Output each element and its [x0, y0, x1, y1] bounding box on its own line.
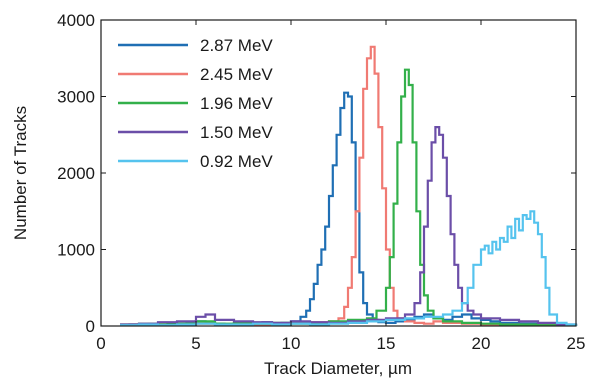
- legend-label-0: 2.87 MeV: [200, 36, 273, 55]
- y-tick-label-2: 2000: [57, 164, 95, 183]
- y-axis-label: Number of Tracks: [11, 106, 30, 240]
- legend-label-4: 0.92 MeV: [200, 152, 273, 171]
- legend: 2.87 MeV 2.45 MeV 1.96 MeV 1.50 MeV 0.92 MeV: [118, 36, 273, 171]
- y-tick-label-1: 1000: [57, 241, 95, 260]
- legend-label-1: 2.45 MeV: [200, 65, 273, 84]
- series-line-3: [120, 126, 578, 326]
- x-tick-label-2: 10: [282, 334, 301, 353]
- series-line-1: [120, 45, 578, 327]
- series-line-4: [120, 210, 578, 327]
- series-layer: [120, 45, 578, 327]
- x-tick-label-4: 20: [472, 334, 491, 353]
- x-axis-label: Track Diameter, µm: [264, 359, 412, 378]
- x-tick-label-5: 25: [567, 334, 586, 353]
- tick-layer: 0 5 10 15 20 25 0 1000 2000 3000 4000: [57, 11, 585, 353]
- y-tick-label-3: 3000: [57, 88, 95, 107]
- legend-label-2: 1.96 MeV: [200, 94, 273, 113]
- legend-label-3: 1.50 MeV: [200, 123, 273, 142]
- x-tick-label-0: 0: [96, 334, 105, 353]
- x-tick-label-1: 5: [191, 334, 200, 353]
- x-tick-label-3: 15: [377, 334, 396, 353]
- y-tick-label-0: 0: [86, 317, 95, 336]
- y-tick-label-4: 4000: [57, 11, 95, 30]
- plot-frame: [100, 19, 577, 327]
